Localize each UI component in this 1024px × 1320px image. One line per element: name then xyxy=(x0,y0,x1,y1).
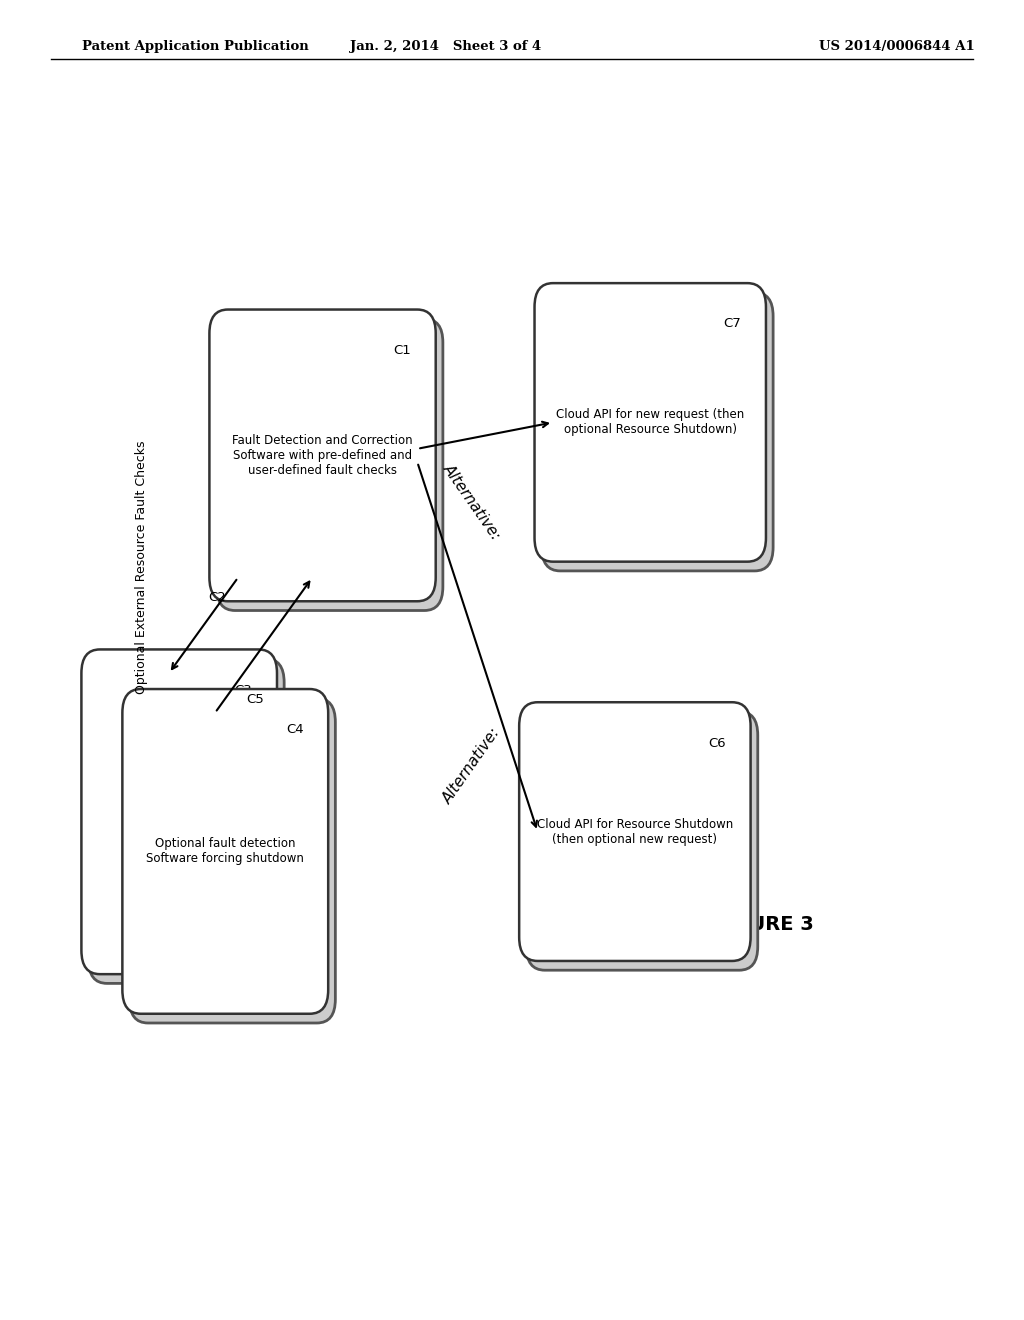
Text: Jan. 2, 2014   Sheet 3 of 4: Jan. 2, 2014 Sheet 3 of 4 xyxy=(350,40,541,53)
Text: C1: C1 xyxy=(393,343,411,356)
Text: Fault Detection and Correction
Software with pre-defined and
user-defined fault : Fault Detection and Correction Software … xyxy=(232,434,413,477)
FancyBboxPatch shape xyxy=(519,702,751,961)
Text: US 2014/0006844 A1: US 2014/0006844 A1 xyxy=(819,40,975,53)
Text: C4: C4 xyxy=(286,723,303,737)
Text: Alternative:: Alternative: xyxy=(440,725,504,807)
Text: Optional fault detection
Software forcing shutdown: Optional fault detection Software forcin… xyxy=(146,837,304,866)
FancyBboxPatch shape xyxy=(130,698,336,1023)
Text: Cloud API for new request (then
optional Resource Shutdown): Cloud API for new request (then optional… xyxy=(556,408,744,437)
Text: Alternative:: Alternative: xyxy=(440,461,504,543)
FancyBboxPatch shape xyxy=(217,319,442,610)
Text: C3: C3 xyxy=(234,684,252,697)
FancyBboxPatch shape xyxy=(88,659,284,983)
Text: Optional External Resource Fault Checks: Optional External Resource Fault Checks xyxy=(135,441,147,694)
Text: C2: C2 xyxy=(209,591,226,603)
FancyBboxPatch shape xyxy=(526,711,758,970)
FancyBboxPatch shape xyxy=(81,649,276,974)
Text: Patent Application Publication: Patent Application Publication xyxy=(82,40,308,53)
Text: Cloud API for Resource Shutdown
(then optional new request): Cloud API for Resource Shutdown (then op… xyxy=(537,817,733,846)
FancyBboxPatch shape xyxy=(535,284,766,562)
Text: Resource: Resource xyxy=(151,805,208,818)
FancyBboxPatch shape xyxy=(123,689,328,1014)
Text: C7: C7 xyxy=(724,317,741,330)
FancyBboxPatch shape xyxy=(542,293,773,570)
Text: C6: C6 xyxy=(709,737,726,750)
Text: C5: C5 xyxy=(246,693,263,706)
Text: FIGURE 3: FIGURE 3 xyxy=(713,915,813,933)
FancyBboxPatch shape xyxy=(210,310,436,602)
